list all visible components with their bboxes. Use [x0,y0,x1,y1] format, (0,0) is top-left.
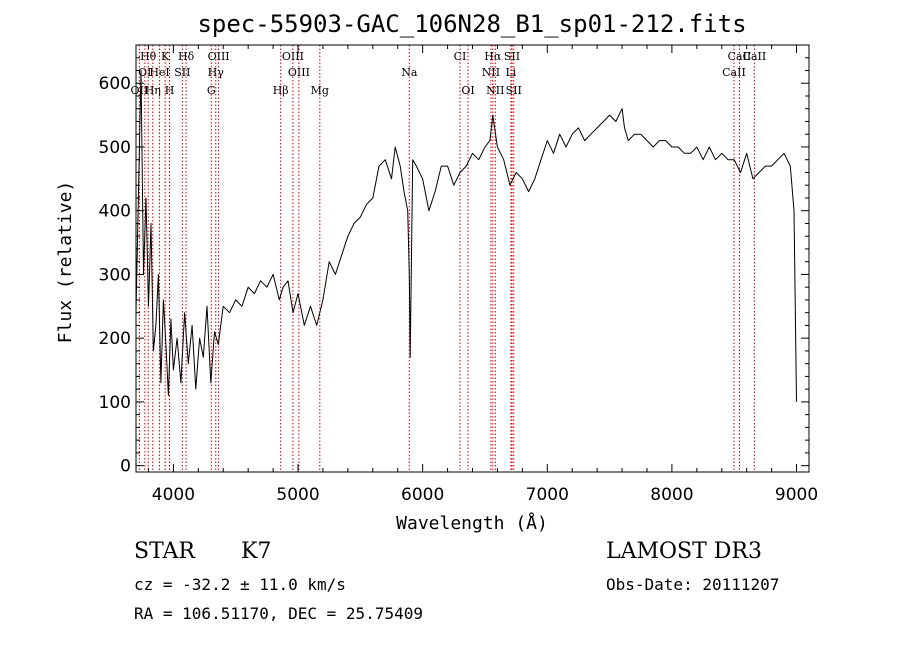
line-label-26: SII [506,84,522,97]
line-label-21: G [207,84,216,97]
line-label-23: Mg [311,84,329,97]
object-class: STAR [134,539,195,564]
line-label-17: CaII [722,66,746,79]
line-label-4: OIII [282,50,304,63]
y-axis-ticks: 0 100 200 300 400 500 600 [99,57,809,477]
y-tick-label-400: 400 [99,202,131,222]
y-tick-label-500: 500 [99,138,131,158]
flux-line [135,70,797,402]
line-label-8: CaII [728,50,752,63]
line-label-15: NII [482,66,500,79]
object-subclass: K7 [241,539,272,564]
line-label-22: Hβ [273,84,289,97]
line-label-5: CI [454,50,467,63]
line-label-13: OIII [288,66,310,79]
survey-name: LAMOST DR3 [606,539,762,564]
line-label-1: K [161,50,170,63]
y-tick-label-200: 200 [99,329,131,349]
line-label-14: Na [401,66,418,79]
x-tick-label-9000: 9000 [775,485,818,505]
y-tick-label-300: 300 [99,265,131,285]
line-label-10: HeI [149,66,169,79]
line-label-2: Hδ [178,50,195,63]
x-tick-label-6000: 6000 [401,485,444,505]
chart-title: spec-55903-GAC_106N28_B1_sp01-212.fits [197,10,746,38]
line-label-12: Hγ [208,66,225,79]
line-label-24: OI [461,84,474,97]
emission-line-markers [138,45,755,472]
line-label-7: SII [504,50,520,63]
line-label-25: NII [486,84,504,97]
x-tick-label-7000: 7000 [526,485,569,505]
plot-frame [135,44,810,473]
x-tick-label-4000: 4000 [152,485,195,505]
observation-date: Obs-Date: 20111207 [606,575,780,594]
line-label-0: Hθ [140,50,157,63]
line-label-18: OII [131,84,149,97]
line-label-16: Li [505,66,516,79]
x-tick-label-5000: 5000 [276,485,319,505]
redshift-velocity: cz = -32.2 ± 11.0 km/s [134,575,346,594]
line-label-11: SII [174,66,190,79]
line-label-19: Hη [145,84,161,97]
sky-coordinates: RA = 106.51170, DEC = 25.75409 [134,604,423,623]
y-tick-label-0: 0 [120,457,131,477]
x-axis-ticks: 4000 5000 6000 7000 8000 9000 [147,45,818,505]
x-tick-label-8000: 8000 [650,485,693,505]
line-label-6: Hα [484,50,502,63]
y-axis-label: Flux (relative) [55,181,76,344]
spectrum-series [135,70,797,402]
y-tick-label-100: 100 [99,393,131,413]
line-label-3: OIII [208,50,230,63]
line-label-20: H [165,84,175,97]
y-tick-label-600: 600 [99,74,131,94]
line-label-27: CaII [743,50,767,63]
x-axis-label: Wavelength (Å) [396,512,548,534]
